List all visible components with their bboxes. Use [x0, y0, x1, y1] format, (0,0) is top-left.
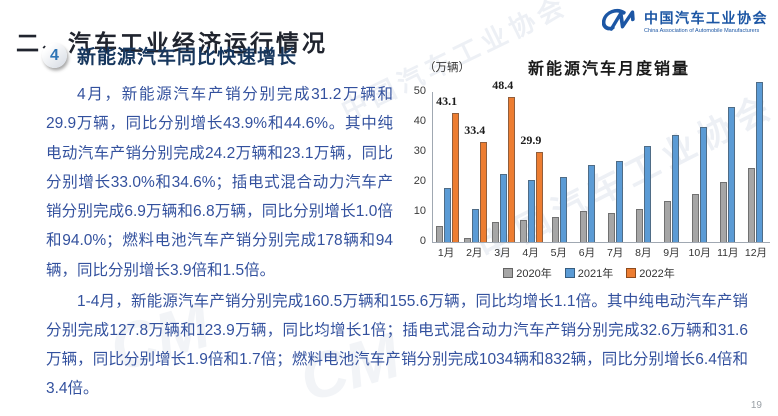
y-tick-label: 0	[419, 235, 426, 247]
bar-2020年-4月	[519, 220, 527, 242]
paragraph-april-summary: 4月，新能源汽车产销分别完成31.2万辆和29.9万辆，同比分别增长43.9%和…	[46, 86, 393, 279]
chart-x-axis: 1月 2月 3月 4月 5月 6月 7月 8月 9月 10月 11月 12月	[432, 245, 770, 260]
x-tick-label-1月: 1月	[437, 247, 455, 259]
bar-value-label-1月: 43.1	[436, 93, 458, 108]
logo-org-name-cn: 中国汽车工业协会	[644, 10, 768, 27]
bar-2021年-5月	[559, 176, 567, 242]
bar-2020年-10月	[692, 194, 700, 242]
section-heading: 新能源汽车同比快速增长	[77, 47, 298, 68]
chart-y-axis: 0 10 20 30 40 50	[402, 52, 426, 247]
bar-2020年-11月	[720, 182, 728, 242]
x-tick-label-12月: 12月	[744, 247, 768, 259]
y-tick-label: 10	[413, 205, 426, 217]
caam-cm-icon	[601, 7, 638, 38]
bar-2022年-4月	[535, 152, 543, 242]
bar-2020年-8月	[636, 209, 644, 242]
chart-title: 新能源汽车月度销量	[527, 61, 690, 78]
bar-2022年-2月	[479, 141, 487, 242]
legend-item-2021年: 2021年	[564, 265, 614, 281]
x-tick-label-8月: 8月	[635, 247, 652, 259]
bar-2020年-1月	[435, 226, 443, 242]
legend-label: 2021年	[577, 268, 614, 280]
bar-group-8月	[630, 92, 658, 242]
legend-item-2020年: 2020年	[503, 265, 552, 281]
chart-unit-label: （万辆）	[424, 62, 470, 74]
bar-2020年-9月	[664, 200, 672, 242]
bar-2021年-7月	[616, 160, 623, 242]
bar-2022年-3月	[507, 96, 515, 242]
bar-group-4月: 29.9	[517, 92, 545, 242]
legend-swatch-icon	[626, 268, 637, 278]
legend-label: 2020年	[516, 268, 552, 280]
y-tick-label: 40	[413, 115, 426, 127]
legend-swatch-icon	[564, 268, 575, 278]
monthly-sales-bar-chart: （万辆） 新能源汽车月度销量 0 10 20 30 40 50 43.1 33.4 48.4 2…	[402, 52, 776, 286]
bar-2020年-2月	[463, 237, 471, 242]
x-tick-label-9月: 9月	[663, 247, 680, 259]
bar-2020年-5月	[551, 217, 559, 242]
bar-2021年-4月	[527, 180, 535, 242]
section-header: 4 新能源汽车同比快速增长	[42, 42, 297, 69]
bar-2020年-6月	[579, 210, 587, 242]
bar-2021年-6月	[587, 165, 595, 242]
x-tick-label-11月: 11月	[717, 247, 739, 259]
paragraph-jan-april-summary: 1-4月，新能源汽车产销分别完成160.5万辆和155.6万辆，同比均增长1.1…	[46, 293, 748, 397]
bar-2021年-1月	[443, 188, 451, 242]
bar-2020年-12月	[748, 167, 756, 242]
x-tick-label-5月: 5月	[550, 247, 567, 259]
y-tick-label: 20	[413, 175, 426, 187]
chart-plot: 43.1 33.4 48.4 29.9	[432, 78, 770, 243]
bar-2021年-10月	[700, 127, 708, 242]
bar-group-6月	[573, 92, 601, 242]
section-number-badge: 4	[42, 43, 67, 68]
legend-label: 2022年	[639, 268, 675, 280]
bar-group-5月	[545, 92, 573, 242]
bar-value-label-2月: 33.4	[464, 122, 486, 137]
bar-value-label-3月: 48.4	[492, 77, 514, 92]
bar-2020年-3月	[491, 222, 499, 242]
bar-group-12月	[742, 82, 770, 242]
bar-2020年-7月	[608, 212, 615, 242]
legend-item-2022年: 2022年	[626, 265, 675, 281]
y-tick-label: 30	[413, 145, 426, 157]
caam-logo: 中国汽车工业协会 China Association of Automobile…	[601, 7, 768, 38]
bar-group-11月	[714, 92, 742, 242]
bar-2021年-8月	[644, 145, 652, 242]
bar-2021年-2月	[471, 208, 479, 242]
slide-title: 二、汽车工业经济运行情况	[16, 30, 328, 57]
bar-group-9月	[658, 92, 686, 242]
bar-value-label-4月: 29.9	[520, 133, 542, 148]
bar-group-1月: 43.1	[433, 92, 461, 242]
bar-group-10月	[686, 92, 714, 242]
bar-2022年-1月	[451, 112, 459, 242]
bar-group-3月: 48.4	[489, 78, 517, 242]
bar-group-7月	[601, 92, 629, 242]
x-tick-label-6月: 6月	[578, 247, 596, 259]
legend-swatch-icon	[503, 268, 514, 278]
y-tick-label: 50	[413, 85, 426, 97]
x-tick-label-7月: 7月	[606, 247, 624, 259]
bar-2021年-12月	[756, 82, 764, 242]
chart-legend: 2020年 2021年 2022年	[402, 265, 776, 281]
bar-2021年-11月	[728, 107, 736, 242]
logo-org-name-en: China Association of Automobile Manufact…	[644, 27, 760, 34]
x-tick-label-3月: 3月	[494, 247, 511, 259]
bar-group-2月: 33.4	[461, 92, 489, 242]
x-tick-label-2月: 2月	[466, 247, 483, 259]
bar-2021年-3月	[499, 174, 507, 242]
x-tick-label-4月: 4月	[522, 247, 539, 259]
x-tick-label-10月: 10月	[688, 247, 711, 259]
page-number: 19	[750, 400, 762, 411]
bar-2021年-9月	[672, 134, 680, 242]
